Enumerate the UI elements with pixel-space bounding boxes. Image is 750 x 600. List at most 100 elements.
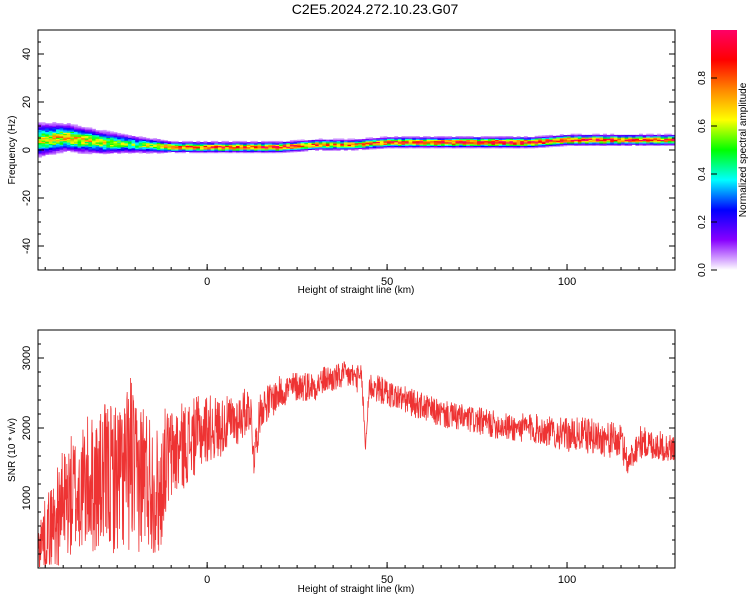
spectrogram-cell <box>95 143 100 145</box>
spectrogram-cell <box>369 137 373 139</box>
spectrogram-cell <box>405 137 409 139</box>
spectrogram-cell <box>552 139 557 141</box>
spectrogram-cell <box>552 144 557 146</box>
spectrogram-cell <box>48 129 53 131</box>
spectrogram-cell <box>185 148 190 150</box>
spectrogram-cell <box>523 144 528 146</box>
spectrogram-cell <box>487 145 492 148</box>
spectrogram-cell <box>484 137 489 139</box>
spectrogram-cell <box>102 143 107 145</box>
spectrogram-cell <box>48 142 53 144</box>
spectrogram-cell <box>559 142 564 145</box>
spectrogram-cell <box>523 146 528 149</box>
spectrogram-cell <box>70 145 75 148</box>
spectrogram-cell <box>491 144 496 146</box>
spectrogram-cell <box>217 150 222 152</box>
spectrogram-cell <box>567 140 571 143</box>
spectrogram-cell <box>541 137 546 140</box>
spectrogram-cell <box>127 149 132 152</box>
spectrogram-cell <box>394 138 399 140</box>
spectrogram-cell <box>63 124 68 126</box>
spectrogram-cell <box>390 137 395 139</box>
spectrogram-cell <box>354 149 359 151</box>
spectrogram-cell <box>124 151 129 153</box>
spectrogram-cell <box>549 138 553 140</box>
spectrogram-cell <box>642 139 647 142</box>
colorbar-tick-label: 0.6 <box>697 119 708 133</box>
spectrogram-cell <box>376 139 381 141</box>
spectrogram-cell <box>38 130 42 133</box>
spectrogram-cell <box>239 149 244 151</box>
spectrogram-cell <box>570 144 575 146</box>
spectrogram-cell <box>99 138 104 141</box>
spectrogram-cell <box>642 144 647 146</box>
spectrogram-cell <box>84 146 89 149</box>
spectrogram-cell <box>639 139 643 142</box>
spectrogram-cell <box>289 140 294 142</box>
spectrogram-cell <box>55 145 60 148</box>
spectrogram-cell <box>41 122 46 124</box>
spectrogram-cell <box>174 148 179 150</box>
spectrogram-cell <box>127 137 132 140</box>
spectrogram-cell <box>174 145 179 148</box>
spectrogram-cell <box>660 142 665 144</box>
spectrogram-cell <box>441 146 445 149</box>
spectrogram-cell <box>124 142 129 145</box>
spectrogram-cell <box>441 142 445 144</box>
spectrogram-cell <box>268 140 273 143</box>
spectrogram-cell <box>549 140 553 143</box>
spectrogram-cell <box>365 141 370 143</box>
spectrogram-cell <box>171 140 176 143</box>
spectrogram-cell <box>484 142 489 144</box>
spectrogram-cell <box>81 152 86 154</box>
spectrogram-cell <box>70 126 75 129</box>
spectrogram-cell <box>653 136 658 138</box>
spectrogram-cell <box>55 141 60 143</box>
spectrogram-cell <box>646 143 651 145</box>
spectrogram-cell <box>372 140 377 143</box>
spectrogram-cell <box>52 149 57 152</box>
spectrogram-cell <box>279 146 284 149</box>
spectrogram-cell <box>289 148 294 151</box>
spectrogram-cell <box>588 143 593 145</box>
spectrogram-cell <box>516 139 521 142</box>
spectrogram-cell <box>70 141 75 143</box>
spectrogram-cell <box>232 145 237 148</box>
spectrogram-cell <box>160 143 165 145</box>
spectrogram-cell <box>606 136 611 138</box>
spectrogram-cell <box>171 142 176 144</box>
spectrogram-cell <box>336 145 341 148</box>
spectrogram-cell <box>63 148 68 150</box>
spectrogram-cell <box>603 140 607 143</box>
spectrogram-cell <box>163 144 168 146</box>
spectrogram-cell <box>660 134 665 137</box>
spectrogram-cell <box>520 138 525 140</box>
spectrogram-cell <box>505 146 510 149</box>
spectrogram-cell <box>73 128 78 130</box>
spectrogram-cell <box>185 146 190 149</box>
spectrogram-cell <box>444 140 449 143</box>
spectrogram-cell <box>153 138 158 140</box>
spectrogram-cell <box>635 139 640 142</box>
spectrogram-cell <box>466 140 471 143</box>
spectrogram-cell <box>239 143 244 145</box>
spectrogram-cell <box>286 151 291 153</box>
spectrogram-cell <box>113 140 118 143</box>
spectrogram-cell <box>214 145 219 148</box>
spectrogram-cell <box>135 140 140 142</box>
spectrogram-cell <box>297 150 302 152</box>
spectrogram-cell <box>606 137 611 139</box>
spectrogram-cell <box>246 146 251 149</box>
spectrogram-cell <box>448 137 453 139</box>
spectrogram-cell <box>163 150 168 152</box>
spectrogram-cell <box>397 142 402 144</box>
spectrogram-cell <box>63 143 68 145</box>
spectrogram-cell <box>109 131 114 133</box>
spectrogram-cell <box>41 142 46 145</box>
spectrogram-cell <box>45 140 50 142</box>
spectrogram-cell <box>84 132 89 134</box>
spectrogram-cell <box>102 140 107 143</box>
spectrogram-cell <box>491 146 496 149</box>
spectrogram-cell <box>45 153 50 155</box>
spectrogram-cell <box>477 138 481 140</box>
